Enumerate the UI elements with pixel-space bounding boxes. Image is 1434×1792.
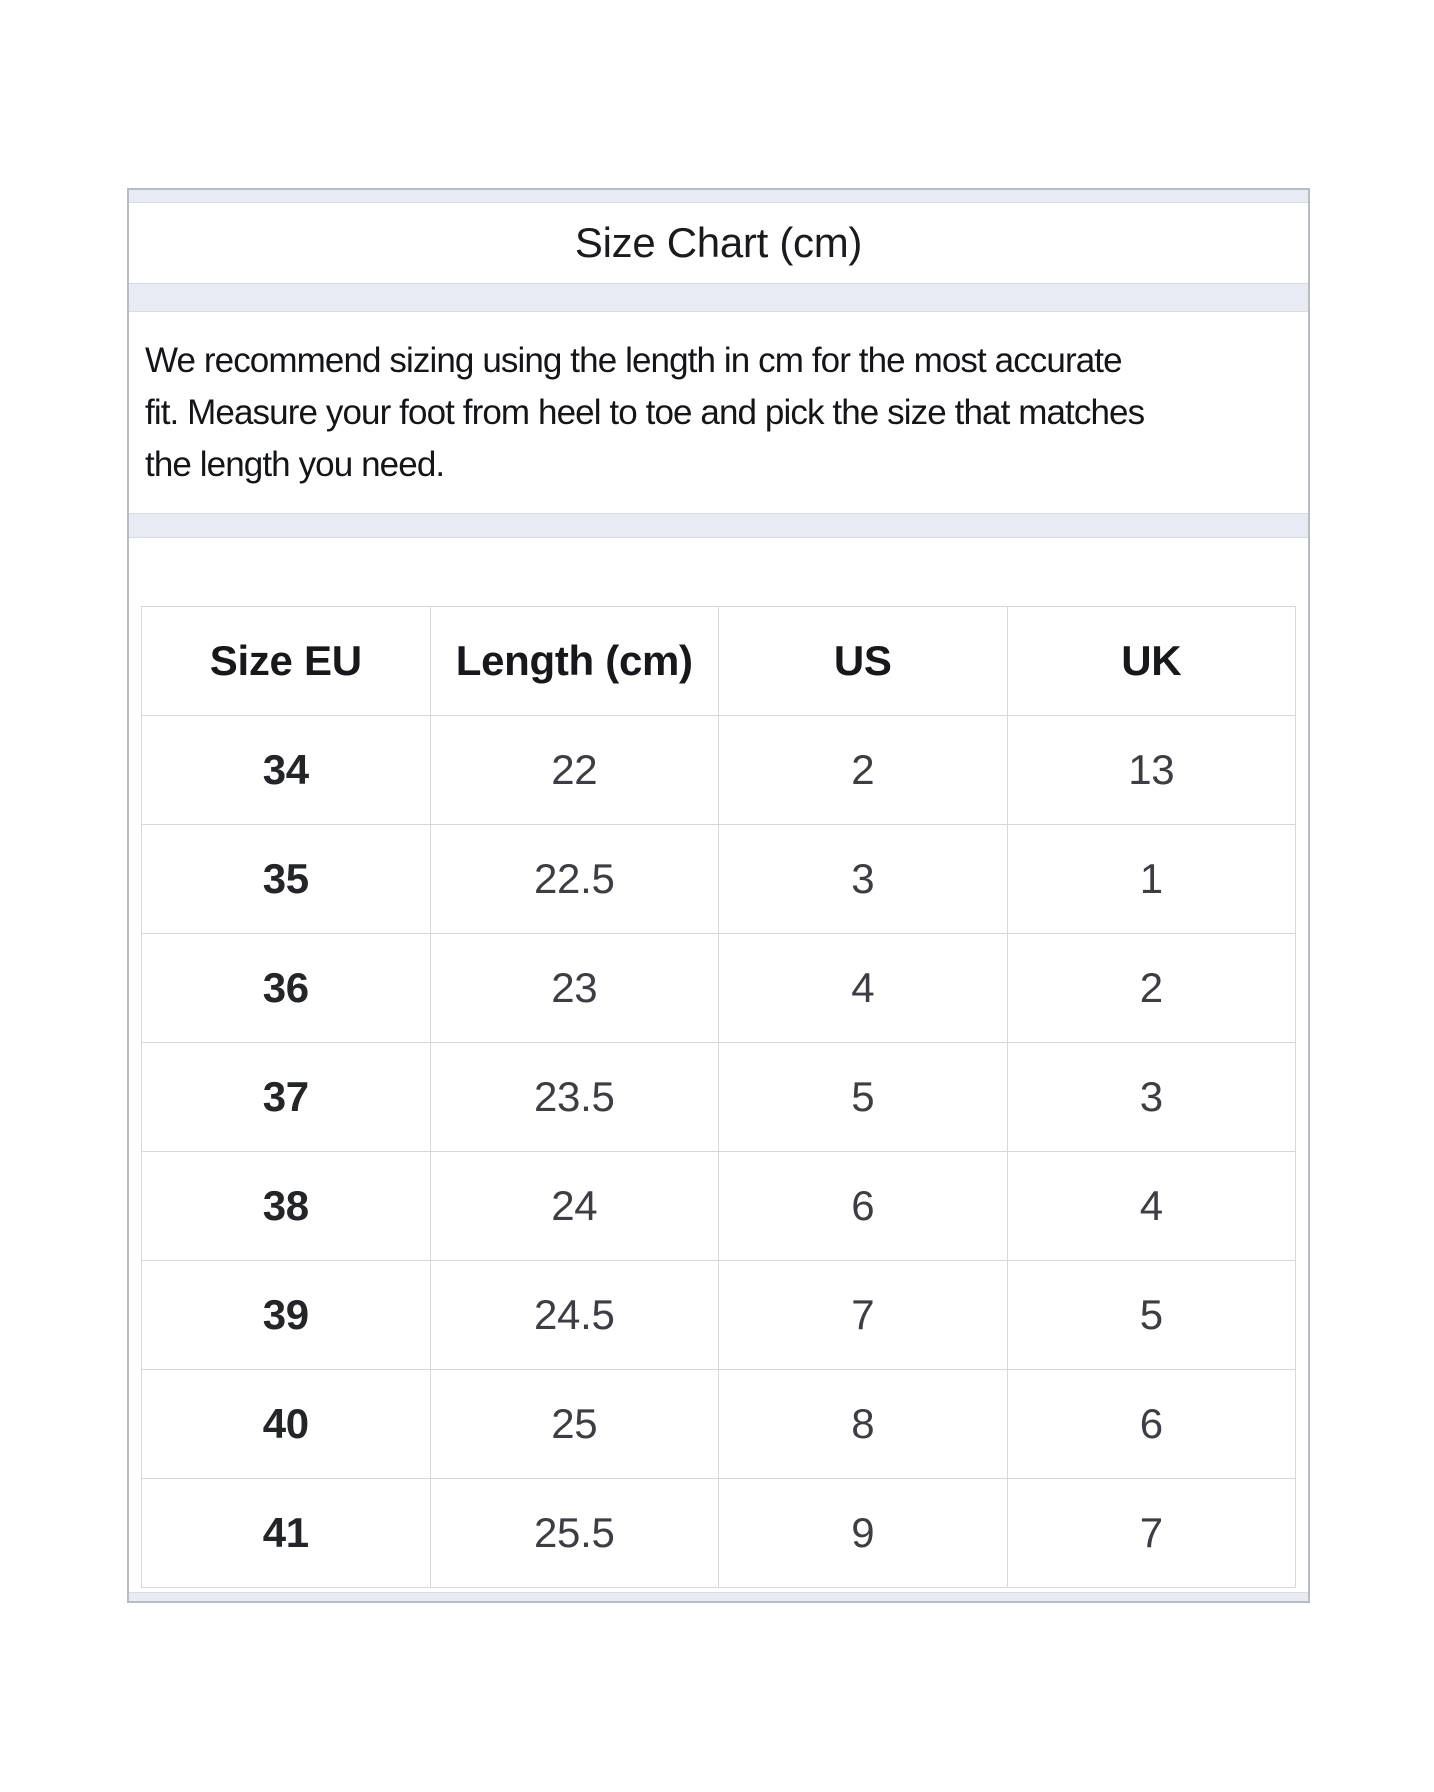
cell-us: 9 — [718, 1478, 1008, 1588]
table-row: 39 24.5 7 5 — [141, 1260, 1296, 1370]
size-chart-card: Size Chart (cm) We recommend sizing usin… — [127, 188, 1310, 1603]
cell-us: 7 — [718, 1260, 1008, 1370]
cell-length-cm: 22 — [429, 715, 719, 825]
cell-uk: 5 — [1006, 1260, 1296, 1370]
cell-length-cm: 24 — [429, 1151, 719, 1261]
column-header-us: US — [718, 606, 1008, 716]
size-chart-header: Size Chart (cm) — [129, 202, 1308, 284]
column-header-uk: UK — [1006, 606, 1296, 716]
cell-us: 3 — [718, 824, 1008, 934]
size-chart-title: Size Chart (cm) — [574, 219, 863, 266]
table-row: 38 24 6 4 — [141, 1151, 1296, 1261]
cell-us: 4 — [718, 933, 1008, 1043]
table-row: 40 25 8 6 — [141, 1369, 1296, 1479]
cell-uk: 2 — [1006, 933, 1296, 1043]
table-row: 36 23 4 2 — [141, 933, 1296, 1043]
cell-size-eu: 37 — [141, 1042, 431, 1152]
cell-uk: 4 — [1006, 1151, 1296, 1261]
table-row: 37 23.5 5 3 — [141, 1042, 1296, 1152]
table-row: 34 22 2 13 — [141, 715, 1296, 825]
cell-length-cm: 23.5 — [429, 1042, 719, 1152]
cell-uk: 6 — [1006, 1369, 1296, 1479]
cell-uk: 7 — [1006, 1478, 1296, 1588]
cell-length-cm: 25.5 — [429, 1478, 719, 1588]
cell-length-cm: 23 — [429, 933, 719, 1043]
cell-size-eu: 35 — [141, 824, 431, 934]
cell-length-cm: 22.5 — [429, 824, 719, 934]
cell-length-cm: 25 — [429, 1369, 719, 1479]
column-header-length-cm: Length (cm) — [429, 606, 719, 716]
cell-length-cm: 24.5 — [429, 1260, 719, 1370]
size-table: Size EU Length (cm) US UK 34 22 2 13 35 — [141, 606, 1296, 1588]
cell-size-eu: 38 — [141, 1151, 431, 1261]
cell-uk: 13 — [1006, 715, 1296, 825]
description-line-2: fit. Measure your foot from heel to toe … — [145, 393, 1145, 432]
cell-us: 6 — [718, 1151, 1008, 1261]
cell-us: 8 — [718, 1369, 1008, 1479]
cell-us: 5 — [718, 1042, 1008, 1152]
cell-size-eu: 41 — [141, 1478, 431, 1588]
description-line-1: We recommend sizing using the length in … — [145, 341, 1123, 380]
description-line-3: the length you need. — [145, 445, 445, 484]
table-row: 35 22.5 3 1 — [141, 824, 1296, 934]
size-table-header-row: Size EU Length (cm) US UK — [141, 606, 1296, 716]
table-row: 41 25.5 9 7 — [141, 1478, 1296, 1588]
cell-us: 2 — [718, 715, 1008, 825]
cell-size-eu: 34 — [141, 715, 431, 825]
size-guide-description: We recommend sizing using the length in … — [129, 311, 1308, 514]
cell-size-eu: 39 — [141, 1260, 431, 1370]
cell-uk: 1 — [1006, 824, 1296, 934]
cell-size-eu: 40 — [141, 1369, 431, 1479]
size-table-section: Size EU Length (cm) US UK 34 22 2 13 35 — [129, 537, 1308, 1593]
cell-size-eu: 36 — [141, 933, 431, 1043]
cell-uk: 3 — [1006, 1042, 1296, 1152]
column-header-size-eu: Size EU — [141, 606, 431, 716]
